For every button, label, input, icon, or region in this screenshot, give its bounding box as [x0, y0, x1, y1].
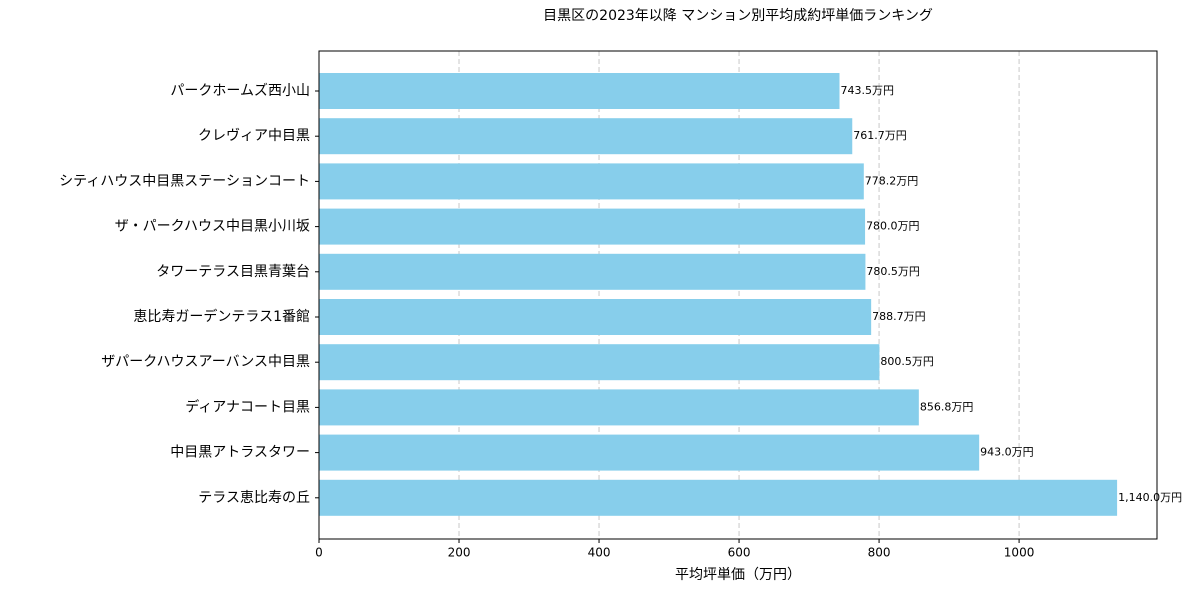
chart-title: 目黒区の2023年以降 マンション別平均成約坪単価ランキング — [543, 8, 933, 24]
value-label: 856.8万円 — [920, 400, 974, 413]
y-tick-label: テラス恵比寿の丘 — [198, 489, 310, 506]
y-tick-label: ザ・パークハウス中目黒小川坂 — [115, 219, 310, 235]
bar — [319, 479, 1118, 516]
value-label: 761.7万円 — [853, 129, 907, 142]
x-tick-label: 400 — [588, 546, 611, 560]
value-label: 743.5万円 — [841, 84, 895, 97]
bar — [319, 118, 853, 155]
x-tick-label: 200 — [448, 546, 471, 560]
value-label: 778.2万円 — [865, 174, 919, 187]
bar — [319, 299, 872, 335]
bar — [319, 208, 866, 245]
y-tick-label: 中目黒アトラスタワー — [170, 445, 310, 461]
y-tick-label: 恵比寿ガーデンテラス1番館 — [133, 308, 310, 325]
x-axis-label: 平均坪単価（万円） — [675, 567, 801, 583]
value-label: 1,140.0万円 — [1118, 491, 1182, 504]
value-label: 800.5万円 — [880, 355, 934, 368]
bar — [319, 163, 864, 200]
value-label: 780.5万円 — [866, 265, 920, 278]
y-tick-label: パークホームズ西小山 — [170, 83, 310, 99]
bar — [319, 389, 919, 426]
bar — [319, 434, 980, 471]
x-tick-label: 800 — [868, 546, 891, 560]
value-label: 780.0万円 — [866, 220, 920, 233]
x-tick-label: 600 — [728, 546, 751, 560]
value-label: 943.0万円 — [980, 446, 1033, 459]
value-label: 788.7万円 — [872, 310, 926, 323]
bar — [319, 253, 866, 290]
y-tick-label: ザパークハウスアーバンス中目黒 — [101, 354, 310, 370]
plot-frame — [318, 50, 1158, 540]
x-tick-label: 0 — [315, 546, 323, 560]
y-tick-label: クレヴィア中目黒 — [198, 127, 310, 144]
y-tick-label: シティハウス中目黒ステーションコート — [59, 173, 310, 189]
y-tick-label: ディアナコート目黒 — [185, 398, 310, 415]
x-tick-label: 1000 — [1004, 546, 1035, 560]
y-tick-label: タワーテラス目黒青葉台 — [156, 264, 310, 280]
bar — [319, 344, 880, 381]
bar — [319, 73, 840, 109]
